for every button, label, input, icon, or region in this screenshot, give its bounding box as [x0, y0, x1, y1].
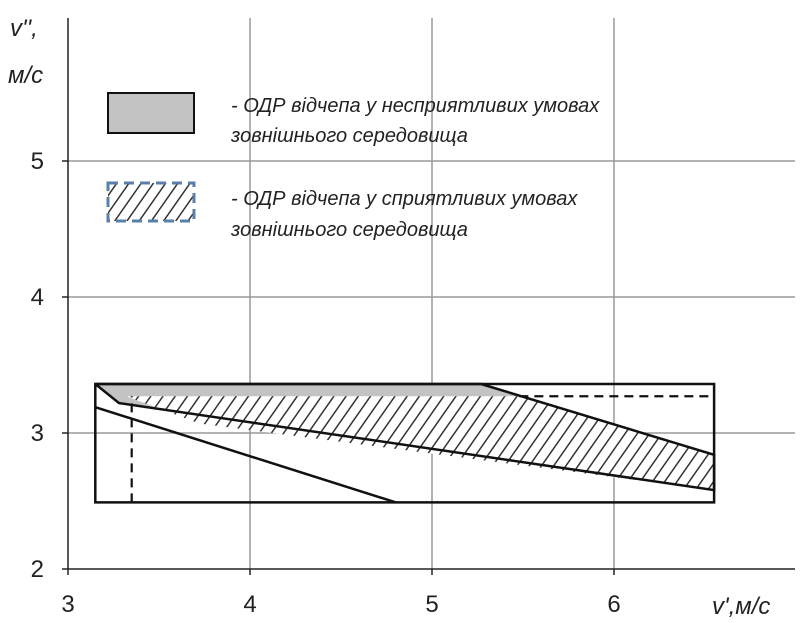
region-favorable — [126, 396, 715, 491]
legend-item-unfavorable-line1: - ОДР відчепа у несприятливих умовах — [231, 95, 600, 117]
legend-item-unfavorable-line2: зовнішнього середовища — [230, 125, 468, 147]
y-tick-label: 3 — [31, 420, 44, 447]
y-tick-label: 5 — [31, 148, 44, 175]
plot-area — [94, 382, 716, 504]
legend-item-favorable-line1: - ОДР відчепа у сприятливих умовах — [231, 188, 578, 210]
x-tick-label: 6 — [607, 591, 620, 618]
y-axis-label-line2: м/с — [8, 62, 43, 89]
grid — [68, 18, 795, 569]
constraint-line — [94, 405, 396, 504]
y-axis-label-line1: v'', — [10, 15, 38, 42]
legend-item-favorable-line2: зовнішнього середовища — [230, 219, 468, 241]
x-tick-label: 3 — [61, 591, 74, 618]
x-tick-label: 4 — [243, 591, 256, 618]
legend-swatch-unfavorable — [107, 92, 195, 134]
x-tick-label: 5 — [425, 591, 438, 618]
x-axis-label: v',м/с — [712, 593, 770, 620]
y-tick-label: 4 — [31, 284, 44, 311]
legend-swatch-favorable — [106, 181, 196, 223]
bounding-rectangle — [94, 382, 716, 504]
legend: - ОДР відчепа у несприятливих умовах зов… — [106, 92, 600, 241]
y-tick-label: 2 — [31, 556, 44, 583]
